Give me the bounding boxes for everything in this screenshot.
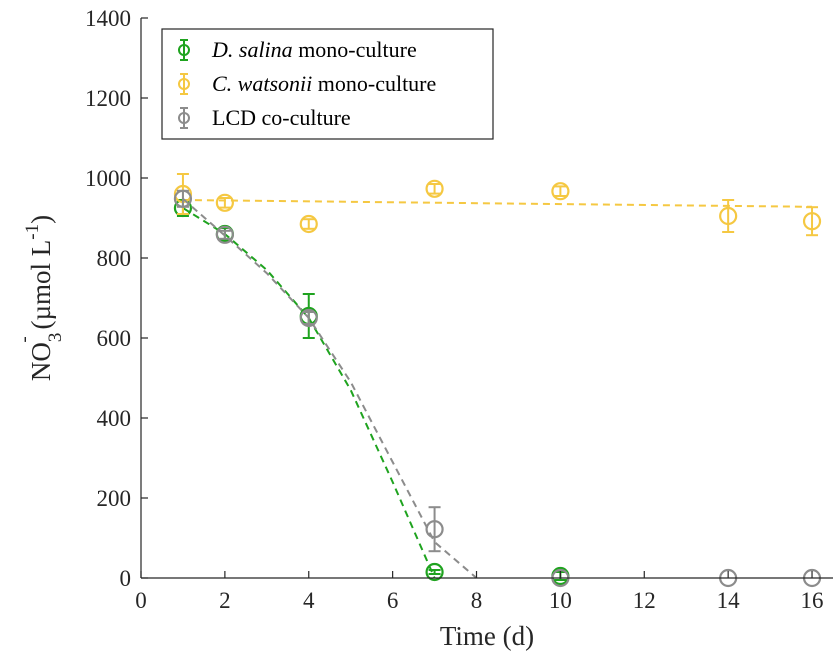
data-point xyxy=(425,562,444,582)
axes: 0 2 4 6 8 10 12 14 16 0 200 400 600 800 1000 1200 1400 xyxy=(85,6,833,613)
y-tick-label: 1400 xyxy=(85,6,131,31)
y-tick-label: 200 xyxy=(97,486,132,511)
fit-line xyxy=(182,199,813,208)
legend-marker xyxy=(178,78,190,90)
y-tick-label: 400 xyxy=(97,406,132,431)
legend-entry-0: D. salina mono-culture xyxy=(178,37,417,62)
fit-line xyxy=(182,198,478,579)
series-2 xyxy=(173,189,822,588)
legend-label: LCD co-culture xyxy=(212,105,351,130)
y-tick-label: 1000 xyxy=(85,166,131,191)
y-tick-label: 600 xyxy=(97,326,132,351)
data-point xyxy=(719,206,738,226)
data-point xyxy=(299,308,318,328)
x-tick-label: 4 xyxy=(303,588,315,613)
x-tick-label: 0 xyxy=(135,588,147,613)
y-axis-title: NO3- (µmol L-1) xyxy=(14,215,66,381)
data-point xyxy=(299,214,318,234)
x-tick-label: 12 xyxy=(633,588,656,613)
data-point xyxy=(215,225,234,244)
data-point xyxy=(425,520,444,539)
x-tick-label: 6 xyxy=(387,588,399,613)
fit-line xyxy=(182,207,436,579)
data-point xyxy=(425,179,444,198)
data-point xyxy=(802,212,822,231)
legend-entry-2: LCD co-culture xyxy=(178,105,351,130)
y-tick-label: 1200 xyxy=(85,86,131,111)
y-tick-label: 0 xyxy=(120,566,132,591)
legend-label: D. salina mono-culture xyxy=(211,37,417,62)
legend-marker xyxy=(178,44,190,56)
series-0 xyxy=(173,198,570,586)
x-tick-label: 8 xyxy=(471,588,483,613)
legend-label: C. watsonii mono-culture xyxy=(212,71,436,96)
x-tick-label: 10 xyxy=(549,588,572,613)
legend-box xyxy=(161,28,494,140)
x-tick-label: 14 xyxy=(717,588,741,613)
legend: D. salina mono-culture C. watsonii mono-c… xyxy=(161,28,494,140)
legend-entry-1: C. watsonii mono-culture xyxy=(178,71,436,96)
data-point xyxy=(551,182,570,201)
x-tick-label: 16 xyxy=(801,588,824,613)
x-tick-label: 2 xyxy=(219,588,231,613)
data-point xyxy=(215,193,234,212)
legend-marker xyxy=(178,112,190,124)
plot-area xyxy=(173,173,822,588)
x-axis-title: Time (d) xyxy=(440,621,534,651)
data-point xyxy=(173,189,193,208)
y-tick-label: 800 xyxy=(97,246,132,271)
series-1 xyxy=(173,173,822,237)
